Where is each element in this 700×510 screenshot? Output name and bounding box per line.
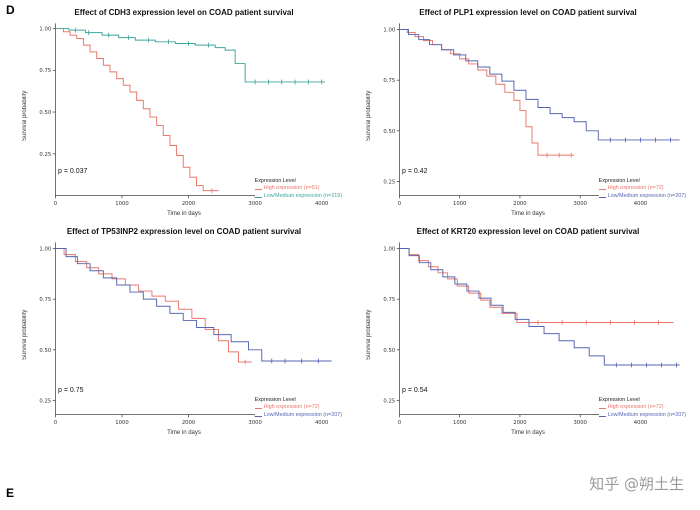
- y-axis-label: Survival probability: [22, 309, 28, 360]
- svg-text:2000: 2000: [182, 420, 196, 426]
- svg-text:1.00: 1.00: [39, 26, 51, 32]
- legend-entry: Low/Medium expression (n=207): [598, 412, 686, 420]
- svg-text:1000: 1000: [453, 201, 467, 207]
- chart-title: Effect of CDH3 expression level on COAD …: [74, 8, 294, 17]
- svg-text:4000: 4000: [315, 201, 329, 207]
- svg-text:0.25: 0.25: [39, 398, 51, 404]
- legend: Expression Level High expression (n=72) Lo…: [254, 396, 342, 420]
- legend-entry-label: Low/Medium expression (n=219): [263, 193, 342, 200]
- svg-text:0.50: 0.50: [383, 129, 395, 135]
- legend: Expression Level High expression (n=72) Lo…: [598, 177, 686, 201]
- svg-text:0: 0: [398, 201, 402, 207]
- p-value-label: p = 0.54: [402, 387, 428, 394]
- km-plot-grid: Effect of CDH3 expression level on COAD …: [20, 6, 692, 436]
- svg-text:4000: 4000: [315, 420, 329, 426]
- legend-line-swatch: [254, 188, 262, 190]
- p-value-label: p = 0.75: [58, 387, 84, 394]
- legend-entry-label: High expression (n=51): [263, 185, 320, 192]
- svg-text:0.75: 0.75: [39, 297, 51, 303]
- svg-text:2000: 2000: [182, 201, 196, 207]
- x-axis-label: Time in days: [511, 430, 545, 436]
- legend-entry-label: Low/Medium expression (n=207): [607, 193, 686, 200]
- legend-entry: High expression (n=72): [598, 404, 686, 412]
- legend-entry-label: High expression (n=72): [607, 185, 664, 192]
- legend-entry-label: Low/Medium expression (n=207): [607, 412, 686, 419]
- legend-line-swatch: [598, 407, 606, 409]
- legend-line-swatch: [254, 196, 262, 198]
- legend-line-swatch: [254, 415, 262, 417]
- y-axis-label: Survival probability: [22, 90, 28, 141]
- y-axis-label: Survival probability: [366, 90, 372, 141]
- svg-text:2000: 2000: [513, 420, 527, 426]
- plot-area: 0.25 0.50 0.75 1.00 0 1000 2000 3000 4000 p = 0.…: [374, 237, 692, 432]
- svg-text:1000: 1000: [115, 201, 129, 207]
- svg-text:1.00: 1.00: [383, 246, 395, 252]
- figure-panel-label-d: D: [6, 3, 15, 17]
- km-plot-svg: 0.25 0.50 0.75 1.00 0 1000 2000 3000 4000: [383, 242, 686, 426]
- svg-text:3000: 3000: [248, 201, 262, 207]
- svg-text:0.50: 0.50: [383, 348, 395, 354]
- legend-line-swatch: [598, 196, 606, 198]
- svg-text:4000: 4000: [634, 201, 648, 207]
- legend-title: Expression Level: [254, 177, 296, 184]
- legend-title: Expression Level: [254, 396, 296, 403]
- km-panel-cdh3: Effect of CDH3 expression level on COAD …: [20, 6, 348, 217]
- svg-text:0: 0: [54, 420, 58, 426]
- legend-entry-label: High expression (n=72): [263, 404, 320, 411]
- figure-panel-label-e: E: [6, 486, 15, 500]
- legend: Expression Level High expression (n=51) Lo…: [254, 177, 342, 201]
- plot-area: 0.25 0.50 0.75 1.00 0 1000 2000 3000 4000 p = 0.…: [30, 18, 348, 213]
- legend-entry: Low/Medium expression (n=207): [254, 412, 342, 420]
- svg-text:0.25: 0.25: [383, 398, 395, 404]
- x-axis-label: Time in days: [167, 211, 201, 217]
- svg-text:3000: 3000: [248, 420, 262, 426]
- svg-text:0.25: 0.25: [39, 152, 51, 158]
- svg-text:4000: 4000: [634, 420, 648, 426]
- legend-entry-label: Low/Medium expression (n=207): [263, 412, 342, 419]
- legend-entry: Low/Medium expression (n=219): [254, 193, 342, 201]
- km-panel-krt20: Effect of KRT20 expression level on COAD…: [364, 225, 692, 436]
- svg-text:0.75: 0.75: [383, 297, 395, 303]
- chart-title: Effect of PLP1 expression level on COAD …: [419, 8, 637, 17]
- svg-text:1.00: 1.00: [39, 246, 51, 252]
- svg-text:0: 0: [54, 201, 58, 207]
- p-value-label: p = 0.42: [402, 168, 428, 175]
- legend: Expression Level High expression (n=72) Lo…: [598, 396, 686, 420]
- svg-text:1000: 1000: [115, 420, 129, 426]
- svg-text:3000: 3000: [573, 201, 587, 207]
- legend-entry: High expression (n=72): [254, 404, 342, 412]
- svg-text:0.50: 0.50: [39, 110, 51, 116]
- y-axis-label: Survival probability: [366, 309, 372, 360]
- legend-entry-label: High expression (n=72): [607, 404, 664, 411]
- km-panel-plp1: Effect of PLP1 expression level on COAD …: [364, 6, 692, 217]
- svg-text:2000: 2000: [513, 201, 527, 207]
- km-plot-svg: 0.25 0.50 0.75 1.00 0 1000 2000 3000 4000: [39, 23, 342, 207]
- p-value-label: p = 0.037: [58, 168, 88, 175]
- svg-text:1.00: 1.00: [383, 27, 395, 33]
- svg-text:1000: 1000: [453, 420, 467, 426]
- legend-entry: Low/Medium expression (n=207): [598, 193, 686, 201]
- watermark: 知乎 @朔土生: [589, 475, 684, 493]
- svg-text:0.75: 0.75: [39, 68, 51, 74]
- legend-line-swatch: [598, 415, 606, 417]
- svg-text:0.50: 0.50: [39, 348, 51, 354]
- km-plot-svg: 0.25 0.50 0.75 1.00 0 1000 2000 3000 4000: [383, 23, 686, 207]
- x-axis-label: Time in days: [511, 211, 545, 217]
- legend-entry: High expression (n=72): [598, 185, 686, 193]
- plot-area: 0.25 0.50 0.75 1.00 0 1000 2000 3000 4000 p = 0.…: [374, 18, 692, 213]
- legend-line-swatch: [598, 188, 606, 190]
- chart-title: Effect of KRT20 expression level on COAD…: [416, 227, 640, 236]
- chart-title: Effect of TP53INP2 expression level on C…: [66, 227, 302, 236]
- x-axis-label: Time in days: [167, 430, 201, 436]
- svg-text:0.75: 0.75: [383, 78, 395, 84]
- svg-text:3000: 3000: [573, 420, 587, 426]
- legend-entry: High expression (n=51): [254, 185, 342, 193]
- km-panel-tp53inp2: Effect of TP53INP2 expression level on C…: [20, 225, 348, 436]
- legend-title: Expression Level: [598, 177, 640, 184]
- svg-text:0.25: 0.25: [383, 179, 395, 185]
- legend-title: Expression Level: [598, 396, 640, 403]
- svg-text:0: 0: [398, 420, 402, 426]
- plot-area: 0.25 0.50 0.75 1.00 0 1000 2000 3000 4000 p = 0.…: [30, 237, 348, 432]
- legend-line-swatch: [254, 407, 262, 409]
